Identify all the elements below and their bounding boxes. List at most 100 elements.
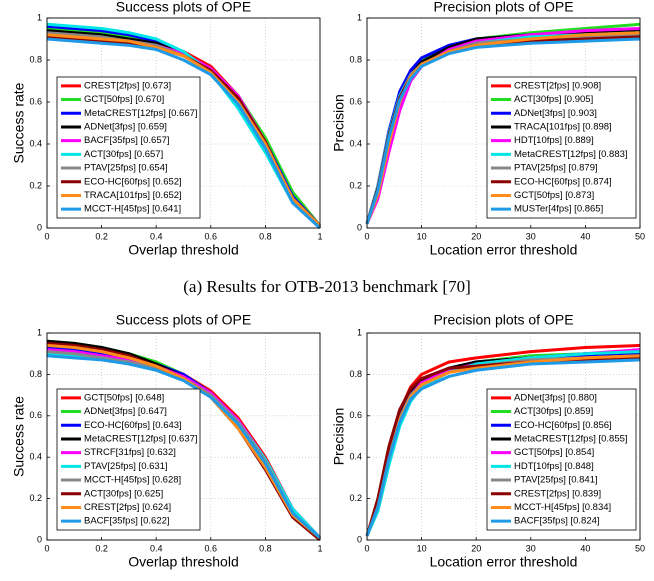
y-tick-label: 1	[37, 12, 42, 22]
legend-label: CREST[2fps] [0.673]	[84, 80, 171, 91]
chart: 0 0.2 0.4 0.6 0.8 1 0 0.2 0.4 0.6 0.8 1 Success plot…	[11, 312, 323, 570]
chart-title: Precision plots of OPE	[433, 312, 573, 328]
series-line	[46, 343, 321, 540]
x-tick-label: 20	[471, 231, 481, 241]
legend-label: MCCT-H[45fps] [0.834]	[514, 502, 611, 513]
x-tick-label: 0	[364, 231, 369, 241]
y-tick-label: 1	[357, 327, 362, 337]
y-tick-label: 0	[37, 534, 42, 544]
x-tick-label: 0.6	[205, 231, 218, 241]
y-tick-label: 0.4	[349, 138, 362, 148]
plot-frame	[46, 332, 321, 541]
legend-label: PTAV[25fps] [0.879]	[514, 163, 598, 174]
series-line	[46, 37, 322, 230]
legend-label: PTAV[25fps] [0.631]	[84, 461, 168, 472]
legend-label: MCCT-H[45fps] [0.641]	[84, 204, 181, 215]
legend-label: TRACA[101fps] [0.898]	[514, 121, 612, 132]
x-tick-label: 0	[44, 543, 49, 553]
legend-label: ADNet[3fps] [0.903]	[514, 108, 597, 119]
y-tick-label: 0.6	[29, 410, 42, 420]
legend-box	[486, 388, 637, 531]
legend-label: ACT[30fps] [0.625]	[84, 488, 163, 499]
x-tick-label: 50	[635, 231, 645, 241]
legend-box	[486, 76, 637, 219]
chart-title: Success plots of OPE	[116, 312, 251, 328]
legend-label: STRCF[31fps] [0.632]	[84, 447, 176, 458]
plot-frame	[366, 17, 641, 229]
legend-label: BACF[35fps] [0.622]	[84, 516, 170, 527]
legend-label: ACT[30fps] [0.859]	[514, 406, 593, 417]
legend-label: BACF[35fps] [0.824]	[514, 516, 600, 527]
y-tick-label: 1	[37, 327, 42, 337]
y-tick-label: 0.8	[29, 54, 42, 64]
x-tick-label: 0.8	[259, 231, 272, 241]
legend-label: GCT[50fps] [0.854]	[514, 447, 594, 458]
legend-label: HDT[10fps] [0.889]	[514, 135, 594, 146]
x-tick-label: 20	[471, 543, 481, 553]
y-tick-label: 0.4	[29, 138, 42, 148]
legend-label: PTAV[25fps] [0.654]	[84, 163, 168, 174]
x-axis-label: Overlap threshold	[128, 242, 239, 258]
x-tick-label: 0.4	[150, 543, 163, 553]
legend-label: MetaCREST[12fps] [0.637]	[84, 433, 198, 444]
y-tick-label: 0.6	[29, 96, 42, 106]
legend-label: ACT[30fps] [0.905]	[514, 94, 593, 105]
y-tick-label: 0.8	[349, 369, 362, 379]
y-tick-label: 0	[357, 534, 362, 544]
y-tick-label: 0.8	[29, 369, 42, 379]
y-tick-label: 0.4	[349, 452, 362, 462]
x-tick-label: 30	[526, 231, 536, 241]
x-tick-label: 1	[317, 543, 322, 553]
legend-label: ECO-HC[60fps] [0.856]	[514, 420, 612, 431]
x-axis-label: Overlap threshold	[128, 554, 239, 570]
x-axis-label: Location error threshold	[430, 242, 578, 258]
legend-label: CREST[2fps] [0.839]	[514, 488, 601, 499]
y-tick-label: 0.8	[349, 54, 362, 64]
chart: 0 0.2 0.4 0.6 0.8 1 0 0.2 0.4 0.6 0.8 1 Success plot…	[11, 0, 323, 258]
x-tick-label: 0	[364, 543, 369, 553]
y-tick-label: 1	[357, 12, 362, 22]
series-line	[365, 358, 641, 537]
legend-label: PTAV[25fps] [0.841]	[514, 475, 598, 486]
legend-label: MCCT-H[45fps] [0.628]	[84, 475, 181, 486]
y-tick-label: 0	[37, 222, 42, 232]
x-tick-label: 10	[417, 231, 427, 241]
legend-label: HDT[10fps] [0.848]	[514, 461, 594, 472]
x-tick-label: 0.8	[259, 543, 272, 553]
y-tick-label: 0	[357, 222, 362, 232]
y-tick-label: 0.4	[29, 452, 42, 462]
chart-title: Success plots of OPE	[116, 0, 251, 15]
legend-label: ADNet[3fps] [0.880]	[514, 392, 597, 403]
legend-label: ECO-HC[60fps] [0.643]	[84, 420, 182, 431]
series-line	[46, 33, 322, 227]
legend-label: ACT[30fps] [0.657]	[84, 149, 163, 160]
legend-label: GCT[50fps] [0.670]	[84, 94, 164, 105]
legend-label: ADNet[3fps] [0.647]	[84, 406, 167, 417]
x-tick-label: 50	[635, 543, 645, 553]
y-tick-label: 0.2	[349, 493, 362, 503]
y-axis-label: Success rate	[11, 396, 27, 477]
x-tick-label: 0.6	[205, 543, 218, 553]
chart-title: Precision plots of OPE	[433, 0, 573, 15]
plot-frame	[366, 332, 641, 541]
x-tick-label: 30	[526, 543, 536, 553]
x-tick-label: 40	[580, 543, 590, 553]
legend-label: MUSTer[4fps] [0.865]	[514, 204, 603, 215]
x-axis-label: Location error threshold	[430, 554, 578, 570]
x-tick-label: 40	[580, 231, 590, 241]
series-line	[46, 354, 322, 540]
plot-frame	[46, 17, 321, 229]
y-tick-label: 0.2	[29, 180, 42, 190]
y-axis-label: Precision	[331, 94, 347, 152]
legend-label: TRACA[101fps] [0.652]	[84, 190, 182, 201]
legend-label: GCT[50fps] [0.648]	[84, 392, 164, 403]
y-tick-label: 0.2	[349, 180, 362, 190]
y-tick-label: 0.6	[349, 96, 362, 106]
legend-label: CREST[2fps] [0.908]	[514, 80, 601, 91]
x-tick-label: 0	[44, 231, 49, 241]
y-tick-label: 0.6	[349, 410, 362, 420]
